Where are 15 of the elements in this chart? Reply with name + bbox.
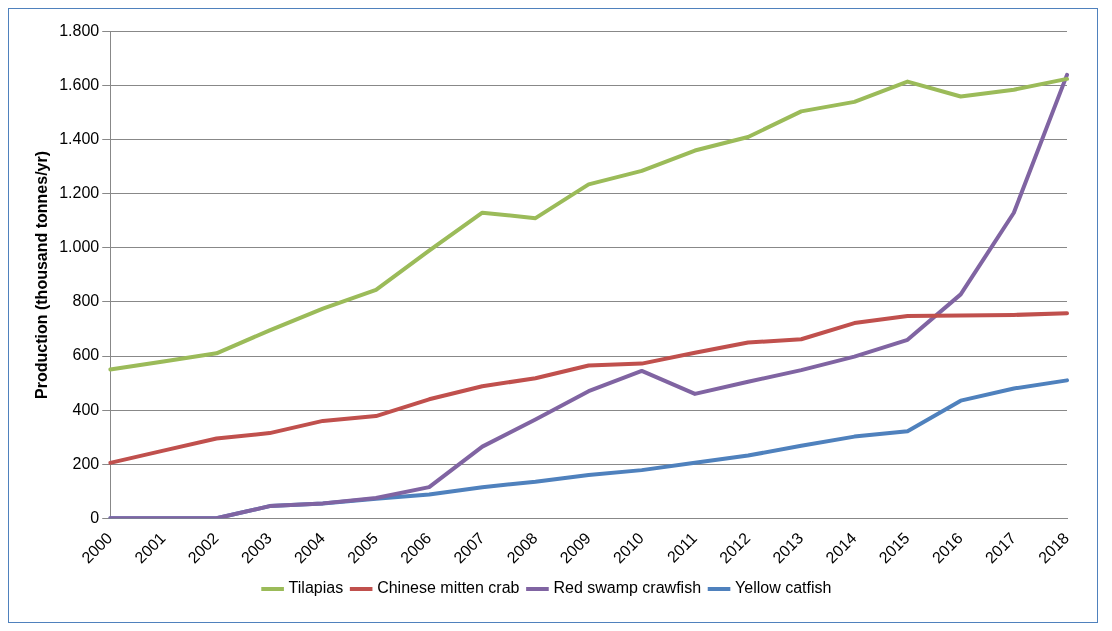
y-tick-label: 800 [72,292,100,310]
y-tick-label: 0 [90,508,100,526]
legend-label: Yellow catfish [735,579,832,597]
legend-label: Chinese mitten crab [377,579,520,597]
legend-label: Red swamp crawfish [553,579,702,597]
y-tick-label: 1.800 [59,22,100,40]
y-axis-title: Production (thousand tonnes/yr) [33,150,51,399]
y-tick-label: 600 [72,346,100,364]
legend-label: Tilapias [288,579,344,597]
y-tick-label: 1.600 [59,76,100,94]
y-tick-label: 1.400 [59,130,100,148]
y-tick-label: 1.000 [59,238,100,256]
y-tick-label: 200 [72,454,100,472]
y-tick-label: 400 [72,400,100,418]
y-tick-label: 1.200 [59,184,100,202]
